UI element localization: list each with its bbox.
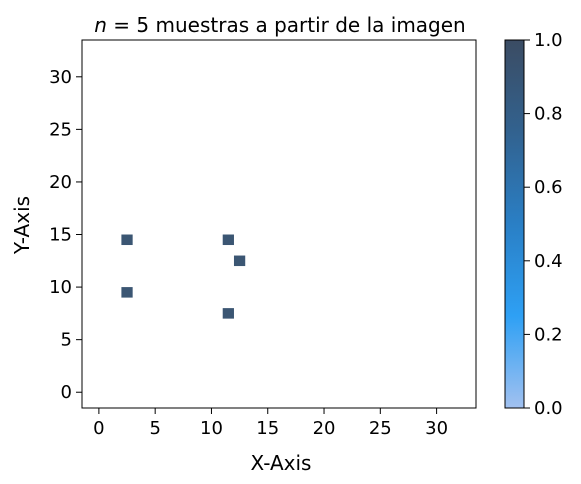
heatmap-cell-3: [233, 255, 246, 267]
colorbar-ticks: 0.0 0.2 0.4 0.6 0.8 1.0: [524, 30, 563, 419]
colorbar-tick-label: 0.2: [534, 324, 563, 345]
colorbar: [504, 39, 525, 409]
y-tick-label: 30: [49, 67, 72, 88]
colorbar-tick-label: 0.4: [534, 251, 563, 272]
colorbar-tick-label: 0.8: [534, 104, 563, 125]
y-tick-label: 15: [49, 225, 72, 246]
colorbar-tick-label: 0.0: [534, 398, 563, 419]
x-tick-label: 5: [149, 418, 160, 439]
heatmap-cell-5: [222, 308, 234, 319]
heatmap-cell-1: [121, 234, 133, 246]
y-tick-label: 25: [49, 119, 72, 140]
x-axis-ticks: 0 5 10 15 20 25 30: [93, 408, 448, 439]
heatmap-cell-4: [121, 287, 133, 298]
plot-area: [121, 234, 246, 319]
y-tick-label: 10: [49, 277, 72, 298]
plot-frame: [81, 39, 477, 409]
y-tick-label: 0: [61, 382, 72, 403]
chart-title: n = 5 muestras a partir de la imagen: [94, 13, 466, 37]
x-tick-label: 15: [256, 418, 279, 439]
heatmap-cell-2: [222, 234, 234, 246]
colorbar-tick-label: 0.6: [534, 177, 563, 198]
x-tick-label: 20: [313, 418, 336, 439]
colorbar-tick-label: 1.0: [534, 30, 563, 51]
y-axis-ticks: 0 5 10 15 20 25 30: [49, 67, 82, 403]
y-tick-label: 5: [61, 330, 72, 351]
x-tick-label: 10: [200, 418, 223, 439]
y-axis-label: Y-Axis: [10, 196, 34, 255]
x-tick-label: 0: [93, 418, 104, 439]
x-tick-label: 30: [425, 418, 448, 439]
x-tick-label: 25: [369, 418, 392, 439]
x-axis-label: X-Axis: [251, 451, 312, 475]
y-tick-label: 20: [49, 172, 72, 193]
